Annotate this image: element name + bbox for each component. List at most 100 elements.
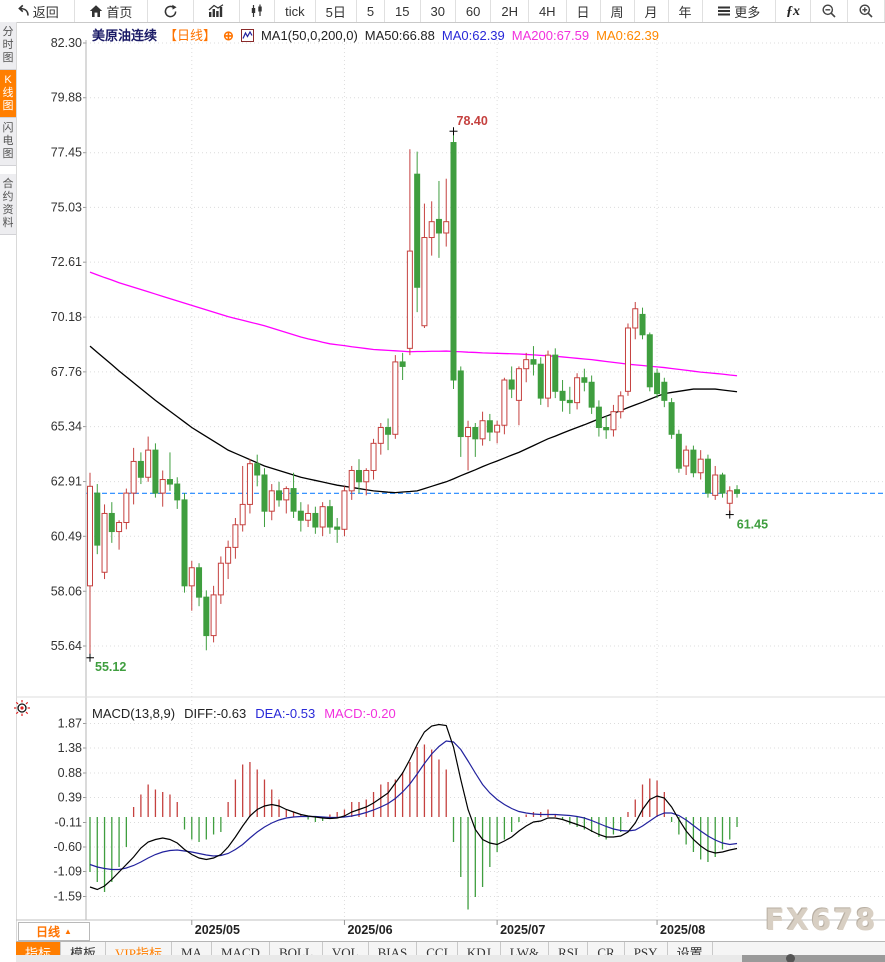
macd-title: MACD(13,8,9) — [92, 706, 176, 721]
interval-60m-label: 60 — [465, 3, 481, 19]
zoom-in-icon — [858, 3, 874, 19]
macd-dea-line — [89, 740, 738, 871]
y-axis-label: 55.64 — [51, 639, 82, 653]
x-axis-labels: 2025/05 2025/06 2025/07 2025/08 — [191, 920, 705, 937]
interval-monthly[interactable]: 月 — [635, 0, 669, 22]
interval-30m-label: 30 — [430, 3, 445, 19]
back-button[interactable]: 返回 — [0, 0, 75, 22]
candlestick-icon — [250, 4, 264, 18]
area-chart-button[interactable] — [194, 0, 241, 22]
period-selector-label: 日线 — [36, 925, 61, 939]
more-button-label: 更多 — [734, 4, 761, 20]
interval-tick[interactable]: tick — [275, 0, 316, 22]
macd-header: MACD(13,8,9) DIFF:-0.63 DEA:-0.53 MACD:-0.2… — [92, 706, 405, 721]
candlestick-chart-button[interactable] — [240, 0, 276, 22]
interval-yearly[interactable]: 年 — [669, 0, 703, 22]
period-tag: 【日线】 — [164, 28, 217, 43]
scrollbar-thumb[interactable] — [742, 955, 885, 962]
interval-4h-label: 4H — [538, 3, 556, 19]
macd-axis-label: -0.11 — [54, 816, 82, 830]
interval-30m[interactable]: 30 — [421, 0, 456, 22]
indicator-fx-button[interactable]: ƒx — [776, 0, 812, 22]
candlestick-series — [87, 131, 741, 658]
home-button[interactable]: 首页 — [75, 0, 149, 22]
horizontal-scrollbar[interactable] — [16, 954, 885, 962]
y-axis-label: 75.03 — [51, 200, 82, 214]
sidebar-item-time-chart[interactable]: 分时图 — [0, 22, 16, 70]
gridlines — [86, 40, 885, 918]
y-axis-label: 77.45 — [51, 146, 82, 160]
interval-5d[interactable]: 5日 — [316, 0, 357, 22]
home-button-label: 首页 — [106, 4, 133, 20]
fx-icon: ƒx — [786, 3, 801, 19]
back-button-label: 返回 — [32, 4, 59, 20]
ma0-orange-value: MA0:62.39 — [596, 28, 659, 43]
interval-5d-label: 5日 — [325, 4, 346, 20]
zoom-in-button[interactable] — [848, 0, 885, 22]
macd-diff-value: DIFF:-0.63 — [184, 706, 247, 721]
y-axis-label: 82.30 — [51, 36, 82, 50]
interval-2h-label: 2H — [501, 3, 518, 19]
compare-plus-icon[interactable]: ⊕ — [223, 28, 234, 43]
interval-weekly-label: 周 — [610, 4, 624, 20]
interval-weekly[interactable]: 周 — [601, 0, 635, 22]
chart-canvas[interactable]: 78.40 55.12 61.45 82.30 79.88 77.45 75.03 72.61… — [16, 22, 885, 941]
ma200-value: MA200:67.59 — [511, 28, 590, 43]
y-axis-label: 60.49 — [51, 529, 82, 543]
menu-icon — [717, 5, 731, 17]
macd-macd-value: MACD:-0.20 — [324, 706, 396, 721]
period-selector-arrow-icon: ▲ — [64, 927, 72, 936]
macd-axis-label: -1.59 — [54, 890, 83, 904]
interval-5m-label: 5 — [366, 3, 375, 19]
interval-5m[interactable]: 5 — [357, 0, 386, 22]
macd-axis-label: 0.88 — [58, 766, 82, 780]
start-low-price-label: 55.12 — [95, 660, 126, 674]
x-axis-label: 2025/05 — [195, 923, 240, 937]
interval-15m[interactable]: 15 — [385, 0, 421, 22]
ma50-value: MA50:66.88 — [364, 28, 435, 43]
home-icon — [89, 4, 103, 18]
interval-daily[interactable]: 日 — [567, 0, 601, 22]
scrollbar-knob[interactable] — [786, 954, 795, 962]
ma-settings-text: MA1(50,0,200,0) — [260, 28, 358, 43]
zoom-out-button[interactable] — [811, 0, 848, 22]
interval-4h[interactable]: 4H — [529, 0, 567, 22]
bar-chart-icon — [208, 4, 224, 18]
interval-daily-label: 日 — [576, 4, 590, 20]
refresh-button[interactable] — [148, 0, 194, 22]
watermark: FX678 — [765, 903, 878, 937]
interval-60m[interactable]: 60 — [456, 0, 492, 22]
macd-dea-value: DEA:-0.53 — [255, 706, 316, 721]
macd-axis-label: -0.60 — [54, 840, 83, 854]
interval-yearly-label: 年 — [678, 4, 692, 20]
x-axis-label: 2025/07 — [500, 923, 545, 937]
refresh-icon — [163, 4, 178, 19]
indicator-settings-sun-icon[interactable] — [13, 699, 31, 717]
kline-header: 美原油连续 【日线】 ⊕ MA1(50,0,200,0) MA50:66.88 MA0:6… — [92, 25, 666, 45]
ma-settings-icon[interactable] — [240, 29, 254, 45]
y-axis-label: 65.34 — [51, 420, 82, 434]
y-axis-label: 79.88 — [51, 91, 82, 105]
more-button[interactable]: 更多 — [703, 0, 777, 22]
interval-monthly-label: 月 — [644, 4, 658, 20]
macd-axis-label: 0.39 — [58, 791, 82, 805]
y-axis-label: 62.91 — [51, 475, 82, 489]
interval-tick-label: tick — [285, 3, 305, 19]
symbol-name: 美原油连续 — [92, 28, 158, 43]
ma50-line — [89, 345, 738, 494]
price-axis-labels: 82.30 79.88 77.45 75.03 72.61 70.18 67.76 65.34… — [51, 36, 86, 653]
price-annotations: 78.40 55.12 61.45 — [86, 114, 768, 674]
y-axis-label: 58.06 — [51, 584, 82, 598]
sidebar-item-contract-info[interactable]: 合约资料 — [0, 174, 16, 235]
period-selector-button[interactable]: 日线 ▲ — [18, 922, 90, 941]
macd-axis-label: 1.38 — [58, 741, 82, 755]
interval-2h[interactable]: 2H — [491, 0, 529, 22]
sidebar-item-lightning-chart[interactable]: 闪电图 — [0, 118, 16, 166]
high-price-label: 78.40 — [457, 114, 488, 128]
y-axis-label: 70.18 — [51, 310, 82, 324]
interval-15m-label: 15 — [395, 3, 410, 19]
x-axis-label: 2025/08 — [660, 923, 705, 937]
